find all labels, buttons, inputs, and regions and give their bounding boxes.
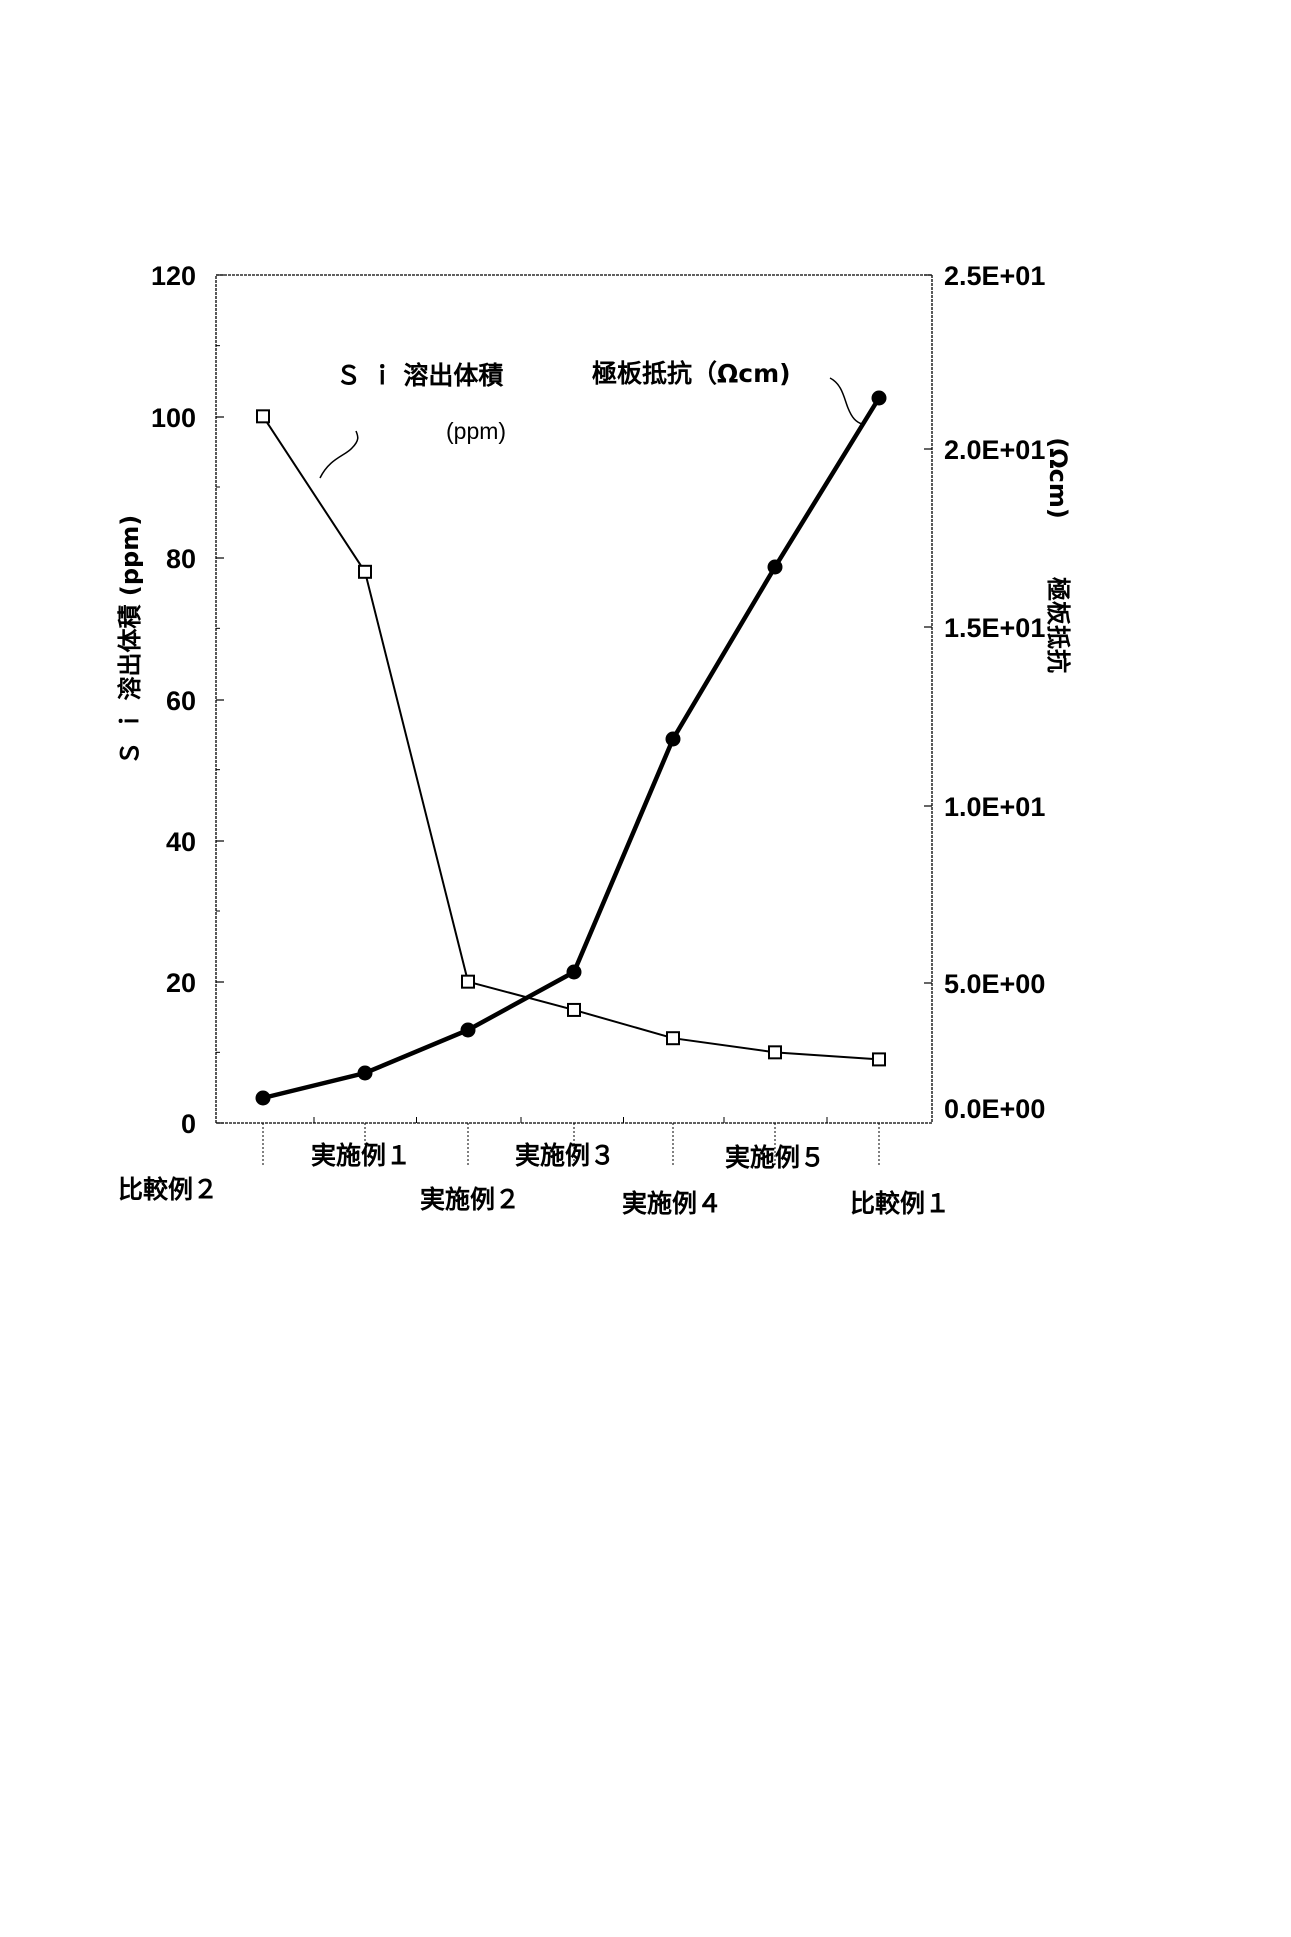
category-label: 実施例４ bbox=[622, 1189, 722, 1218]
category-label: 比較例１ bbox=[850, 1189, 950, 1218]
si-line bbox=[263, 416, 879, 1059]
resistance-marker bbox=[358, 1066, 373, 1081]
si-marker bbox=[873, 1053, 885, 1065]
resistance-marker bbox=[872, 391, 887, 406]
left-axis: 0 20 40 60 80 100 120 bbox=[151, 261, 224, 1139]
series-resistance-leader-line bbox=[830, 378, 862, 424]
category-label: 実施例１ bbox=[311, 1141, 411, 1170]
resistance-marker bbox=[567, 965, 582, 980]
right-tick-label: 5.0E+00 bbox=[944, 969, 1045, 999]
series-plate-resistance bbox=[256, 391, 887, 1106]
category-label: 実施例３ bbox=[515, 1141, 615, 1170]
right-tick-label: 0.0E+00 bbox=[944, 1094, 1045, 1124]
left-tick-label: 40 bbox=[166, 827, 196, 857]
resistance-marker bbox=[666, 732, 681, 747]
left-axis-title: Ｓ ｉ 溶出体積 (ppm) bbox=[116, 515, 144, 765]
right-axis: 0.0E+00 5.0E+00 1.0E+01 1.5E+01 2.0E+01 2.5E+… bbox=[924, 261, 1045, 1124]
left-tick-label: 80 bbox=[166, 544, 196, 574]
series-resistance-label: 極板抵抗（Ωcm) bbox=[592, 359, 791, 388]
category-label: 比較例２ bbox=[118, 1175, 218, 1204]
right-axis-title-unit: (Ωcm) bbox=[1044, 437, 1072, 519]
left-tick-label: 0 bbox=[181, 1109, 196, 1139]
left-tick-label: 20 bbox=[166, 968, 196, 998]
right-tick-label: 2.5E+01 bbox=[944, 261, 1045, 291]
resistance-line bbox=[263, 398, 879, 1098]
left-tick-label: 60 bbox=[166, 686, 196, 716]
category-label: 実施例５ bbox=[725, 1143, 825, 1172]
si-marker bbox=[769, 1046, 781, 1058]
si-marker bbox=[462, 976, 474, 988]
series-si-unit: (ppm) bbox=[446, 418, 506, 444]
right-tick-label: 1.5E+01 bbox=[944, 613, 1045, 643]
resistance-marker bbox=[768, 560, 783, 575]
right-tick-label: 2.0E+01 bbox=[944, 435, 1045, 465]
resistance-marker bbox=[461, 1023, 476, 1038]
x-axis-categories: 比較例２ 実施例１ 実施例２ 実施例３実施例４実施例５ 比較例１ bbox=[118, 1117, 950, 1218]
resistance-marker bbox=[256, 1091, 271, 1106]
plot-frame bbox=[216, 275, 932, 1123]
si-marker bbox=[257, 410, 269, 422]
si-marker bbox=[568, 1004, 580, 1016]
chart: 0 20 40 60 80 100 120 0.0E+00 5.0E+00 1.0E+01 1.5… bbox=[0, 0, 1291, 1937]
si-marker bbox=[667, 1032, 679, 1044]
plot-border bbox=[216, 275, 932, 1123]
right-tick-label: 1.0E+01 bbox=[944, 792, 1045, 822]
series-si-leader-line bbox=[320, 431, 358, 478]
si-marker bbox=[359, 566, 371, 578]
left-tick-label: 120 bbox=[151, 261, 196, 291]
series-si-label: Ｓ ｉ 溶出体積 bbox=[336, 361, 503, 390]
right-axis-title: 極板抵抗 bbox=[1044, 577, 1072, 673]
left-tick-label: 100 bbox=[151, 403, 196, 433]
category-label: 実施例２ bbox=[420, 1185, 520, 1214]
